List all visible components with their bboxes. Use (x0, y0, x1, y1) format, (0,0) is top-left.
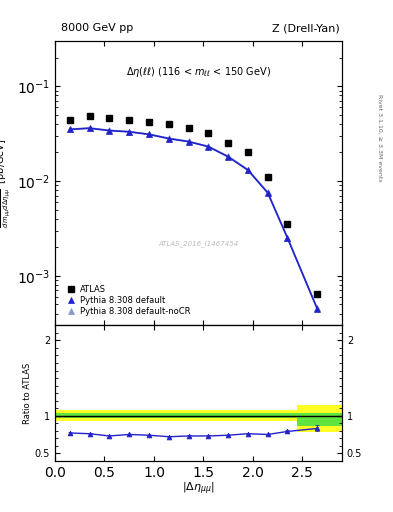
X-axis label: $|\Delta\eta_{\mu\mu}|$: $|\Delta\eta_{\mu\mu}|$ (182, 481, 215, 498)
ATLAS (315, 290, 320, 296)
Pythia 8.308 default-noCR (285, 234, 290, 241)
Line: Pythia 8.308 default-noCR: Pythia 8.308 default-noCR (67, 125, 320, 311)
Text: ATLAS_2016_I1467454: ATLAS_2016_I1467454 (158, 241, 239, 247)
Text: $\Delta\eta(\ell\ell)$ (116 < $m_{\ell\ell}$ < 150 GeV): $\Delta\eta(\ell\ell)$ (116 < $m_{\ell\e… (126, 65, 271, 79)
Pythia 8.308 default-noCR (186, 138, 191, 144)
Text: Z (Drell-Yan): Z (Drell-Yan) (272, 23, 340, 33)
Pythia 8.308 default (265, 190, 270, 196)
Pythia 8.308 default-noCR (68, 126, 72, 132)
Pythia 8.308 default (226, 154, 231, 160)
ATLAS (246, 150, 250, 156)
Pythia 8.308 default (107, 127, 112, 134)
ATLAS (285, 221, 290, 227)
ATLAS (206, 130, 211, 136)
ATLAS (166, 121, 171, 127)
Pythia 8.308 default (186, 139, 191, 145)
Pythia 8.308 default-noCR (166, 135, 171, 141)
Pythia 8.308 default-noCR (246, 166, 250, 173)
Line: Pythia 8.308 default: Pythia 8.308 default (67, 125, 320, 311)
Pythia 8.308 default (127, 129, 132, 135)
Pythia 8.308 default-noCR (87, 125, 92, 131)
Legend: ATLAS, Pythia 8.308 default, Pythia 8.308 default-noCR: ATLAS, Pythia 8.308 default, Pythia 8.30… (62, 282, 193, 318)
Line: ATLAS: ATLAS (66, 113, 321, 297)
ATLAS (87, 113, 92, 119)
ATLAS (226, 140, 231, 146)
Y-axis label: $\frac{d^2\sigma}{d\,m_{\mu\mu\!}\,d\Delta\eta_{\mu\mu\!}}$  [pb/GeV]: $\frac{d^2\sigma}{d\,m_{\mu\mu\!}\,d\Del… (0, 138, 13, 228)
ATLAS (265, 174, 270, 180)
ATLAS (68, 117, 72, 123)
ATLAS (107, 115, 112, 121)
ATLAS (147, 119, 151, 125)
Pythia 8.308 default (246, 167, 250, 173)
Bar (298, 413, 342, 426)
Text: 8000 GeV pp: 8000 GeV pp (61, 23, 133, 33)
Pythia 8.308 default-noCR (127, 129, 132, 135)
Pythia 8.308 default (87, 125, 92, 131)
Pythia 8.308 default (147, 132, 151, 138)
Y-axis label: Ratio to ATLAS: Ratio to ATLAS (23, 362, 32, 424)
Pythia 8.308 default-noCR (265, 189, 270, 196)
Pythia 8.308 default-noCR (206, 143, 211, 150)
Pythia 8.308 default (285, 235, 290, 241)
Pythia 8.308 default (315, 306, 320, 312)
ATLAS (186, 125, 191, 131)
Text: Rivet 3.1.10, ≥ 3.3M events: Rivet 3.1.10, ≥ 3.3M events (377, 94, 382, 182)
ATLAS (127, 117, 132, 123)
Pythia 8.308 default-noCR (147, 131, 151, 137)
Pythia 8.308 default-noCR (226, 153, 231, 159)
Pythia 8.308 default-noCR (107, 127, 112, 134)
Pythia 8.308 default-noCR (315, 306, 320, 312)
Pythia 8.308 default (68, 126, 72, 133)
Bar (298, 405, 342, 432)
Pythia 8.308 default (166, 136, 171, 142)
Pythia 8.308 default (206, 144, 211, 150)
